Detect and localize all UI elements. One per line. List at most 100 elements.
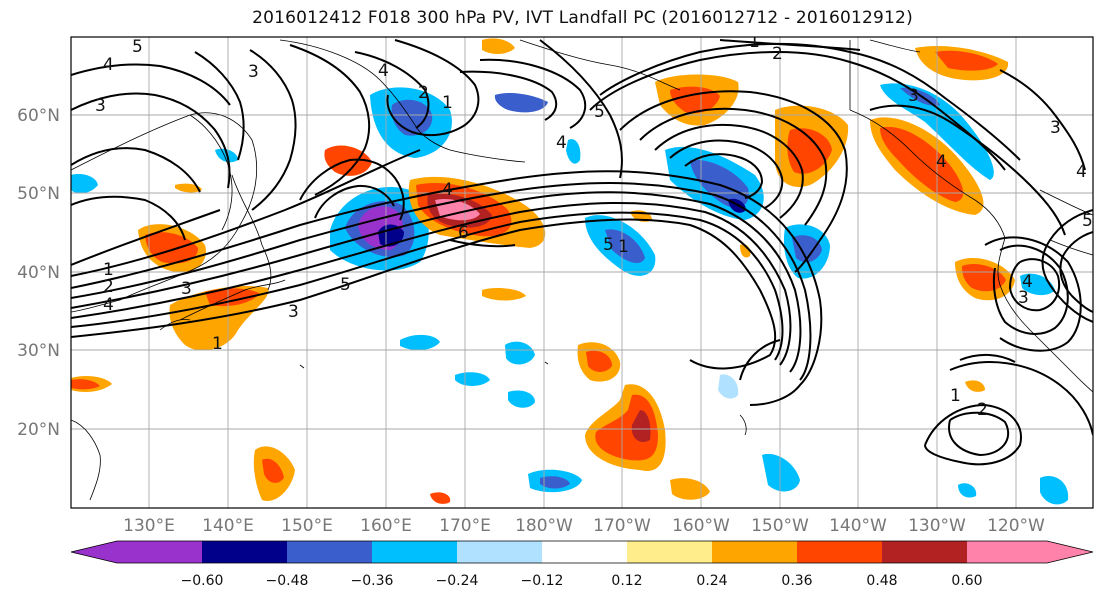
pv-positive-blob	[430, 492, 451, 504]
pv-negative-blob	[400, 334, 440, 351]
lon-label: 160°E	[360, 516, 412, 536]
map-frame	[70, 36, 1094, 509]
pv-positive-blob	[482, 38, 515, 54]
pv-positive-blob	[175, 183, 202, 193]
colorbar-swatch	[797, 541, 882, 563]
lon-label: 160°W	[672, 516, 730, 536]
colorbar-swatch	[712, 541, 797, 563]
colorbar-swatch	[202, 541, 287, 563]
contour-label: 4	[103, 295, 114, 315]
map-title: 2016012412 F018 300 hPa PV, IVT Landfall…	[252, 8, 913, 28]
pv-positive-blob	[670, 478, 710, 500]
lon-label: 140°E	[202, 516, 254, 536]
colorbar-over-arrow	[1047, 541, 1093, 563]
lon-label: 170°W	[593, 516, 651, 536]
colorbar-tick-label: 0.24	[696, 573, 727, 589]
contour-label: 2	[103, 277, 114, 297]
contour-label: 3	[248, 62, 259, 82]
lat-label: 30°N	[17, 341, 60, 361]
contour-label: 3	[95, 96, 106, 116]
colorbar-tick-label: −0.12	[521, 573, 564, 589]
pv-positive-blob	[262, 458, 284, 483]
pv-negative-blob	[71, 174, 98, 194]
pv-positive-blob	[965, 380, 985, 392]
contour-label: 2	[977, 400, 988, 420]
pv-positive-blob	[71, 379, 100, 390]
contour-label: 5	[594, 102, 605, 122]
colorbar-swatch	[372, 541, 457, 563]
pv-negative-blob	[605, 229, 645, 264]
colorbar-swatch	[542, 541, 627, 563]
colorbar-tick-label: 0.60	[951, 573, 982, 589]
pv-positive-blob	[631, 410, 651, 443]
latitude-labels: 60°N 50°N 40°N 30°N 20°N	[17, 106, 60, 440]
contour-label: 1	[749, 32, 760, 52]
contour-label: 3	[1018, 288, 1029, 308]
lon-label: 150°W	[751, 516, 809, 536]
lat-label: 40°N	[17, 263, 60, 283]
lat-label: 20°N	[17, 420, 60, 440]
lon-label: 120°W	[987, 516, 1045, 536]
colorbar-tick-label: −0.36	[351, 573, 394, 589]
pv-negative-blob	[508, 390, 535, 408]
colorbar: −0.60 −0.48 −0.36 −0.24 −0.12 0.12 0.24 …	[70, 540, 1094, 589]
colorbar-tick-label: −0.60	[181, 573, 224, 589]
pv-negative-blob	[378, 224, 404, 247]
contour-label: 1	[103, 260, 114, 280]
pv-positive-blob	[586, 350, 612, 372]
pv-negative-blob	[455, 372, 490, 386]
contour-label: 5	[132, 37, 143, 57]
contour-label: 3	[181, 279, 192, 299]
pv-negative-blob	[690, 159, 749, 208]
colorbar-swatch	[117, 541, 202, 563]
contour-label: 4	[1022, 272, 1033, 292]
contour-label: 3	[908, 86, 919, 106]
pv-negative-blob	[792, 235, 822, 263]
pv-negative-blob	[1040, 476, 1069, 505]
contour-label: 3	[1050, 118, 1061, 138]
contour-label: 5	[1082, 211, 1093, 231]
lon-label: 150°E	[281, 516, 333, 536]
contour-label: 4	[1076, 162, 1087, 182]
contour-label: 1	[212, 334, 223, 354]
contour-label: 4	[442, 180, 453, 200]
colorbar-swatch	[457, 541, 542, 563]
colorbar-swatch	[627, 541, 712, 563]
longitude-labels: 130°E 140°E 150°E 160°E 170°E 180°W 170°…	[123, 516, 1045, 536]
pv-negative-blob	[762, 453, 800, 492]
contour-labels: 4 3 1 2 4 3 1 3 5 4 2 1 4 6 5 4 5 1 2 3 …	[95, 32, 1093, 420]
pv-positive-blob	[935, 50, 998, 71]
contour-label: 5	[603, 235, 614, 255]
colorbar-tick-label: −0.24	[436, 573, 479, 589]
pv-positive-blob	[482, 288, 526, 301]
contour-label: 1	[618, 237, 629, 257]
contour-label: 1	[442, 93, 453, 113]
lat-label: 60°N	[17, 106, 60, 126]
colorbar-tick-label: −0.48	[266, 573, 309, 589]
contour-label: 5	[340, 275, 351, 295]
contour-label: 2	[772, 44, 783, 64]
colorbar-tick-label: 0.12	[611, 573, 642, 589]
ivt-contours	[71, 39, 1093, 466]
contour-label: 4	[936, 152, 947, 172]
contour-label: 4	[103, 55, 114, 75]
contour-label: 1	[950, 386, 961, 406]
contour-label: 4	[378, 61, 389, 81]
colorbar-swatch	[287, 541, 372, 563]
contour-label: 6	[458, 223, 469, 243]
pv-negative-blob	[566, 139, 581, 164]
map-panel: 4 3 1 2 4 3 1 3 5 4 2 1 4 6 5 4 5 1 2 3 …	[71, 32, 1093, 508]
lat-label: 50°N	[17, 184, 60, 204]
lon-label: 170°E	[439, 516, 491, 536]
colorbar-tick-label: 0.48	[866, 573, 897, 589]
pv-negative-blob	[494, 92, 548, 113]
pv-negative-blob	[505, 341, 535, 365]
pv-negative-blob	[958, 483, 977, 498]
colorbar-tick-label: 0.36	[781, 573, 812, 589]
contour-label: 3	[288, 302, 299, 322]
colorbar-swatch	[967, 541, 1047, 563]
colorbar-swatch	[882, 541, 967, 563]
lon-label: 180°W	[515, 516, 573, 536]
colorbar-outline	[70, 540, 1094, 564]
contour-label: 2	[418, 83, 429, 103]
